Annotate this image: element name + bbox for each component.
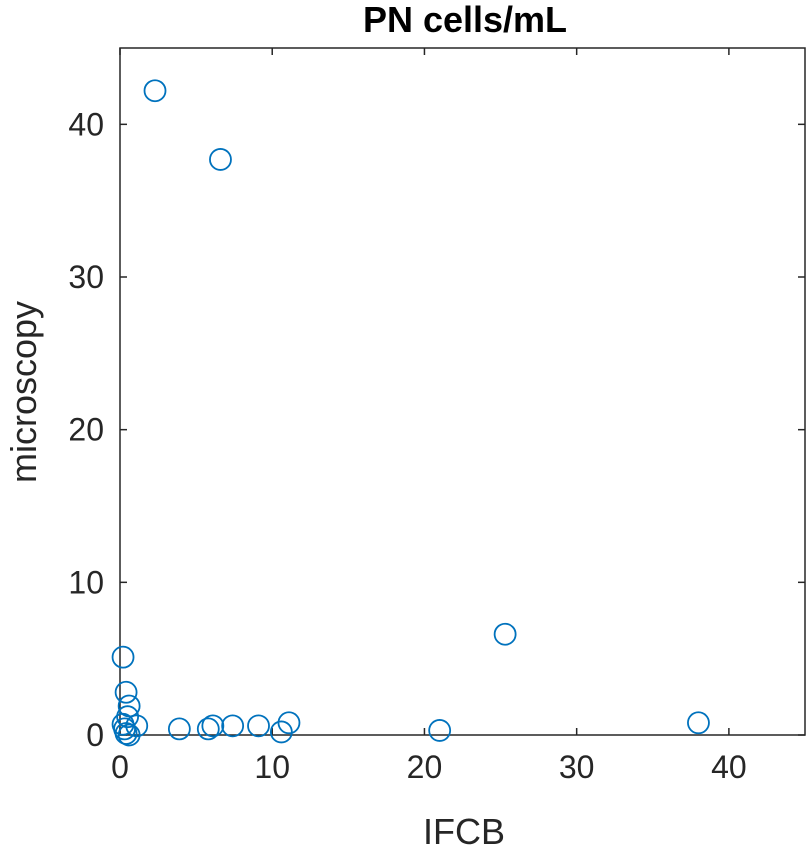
data-point (428, 719, 452, 742)
y-tick-label: 20 (68, 412, 104, 448)
data-point (111, 645, 135, 669)
x-axis: 0 10 20 30 40 (111, 48, 747, 785)
x-tick-label: 30 (559, 749, 595, 785)
data-point (209, 148, 232, 171)
x-tick-label: 40 (711, 749, 747, 785)
data-point (269, 720, 293, 744)
y-tick-label: 40 (68, 106, 104, 142)
y-tick-label: 0 (86, 717, 104, 753)
chart-title: PN cells/mL (363, 0, 567, 40)
y-axis-label: microscopy (3, 301, 44, 483)
x-tick-label: 20 (407, 749, 443, 785)
data-point (117, 723, 141, 747)
x-tick-label: 10 (254, 749, 290, 785)
data-point (493, 622, 517, 646)
data-point (221, 714, 245, 738)
x-axis-label: IFCB (423, 811, 505, 852)
y-axis: 0 10 20 30 40 (68, 106, 805, 753)
data-point (167, 717, 191, 741)
y-tick-label: 10 (68, 564, 104, 600)
plot-area (119, 47, 806, 736)
data-point (196, 717, 220, 741)
plot-box (119, 47, 806, 736)
data-point (114, 722, 138, 745)
data-points (111, 79, 710, 747)
data-point (277, 711, 301, 735)
data-point (687, 711, 710, 735)
data-point (143, 79, 167, 103)
x-tick-label: 0 (111, 749, 129, 785)
data-point (201, 714, 225, 738)
data-point (114, 680, 138, 704)
y-tick-label: 30 (68, 259, 104, 295)
data-point (247, 714, 270, 738)
